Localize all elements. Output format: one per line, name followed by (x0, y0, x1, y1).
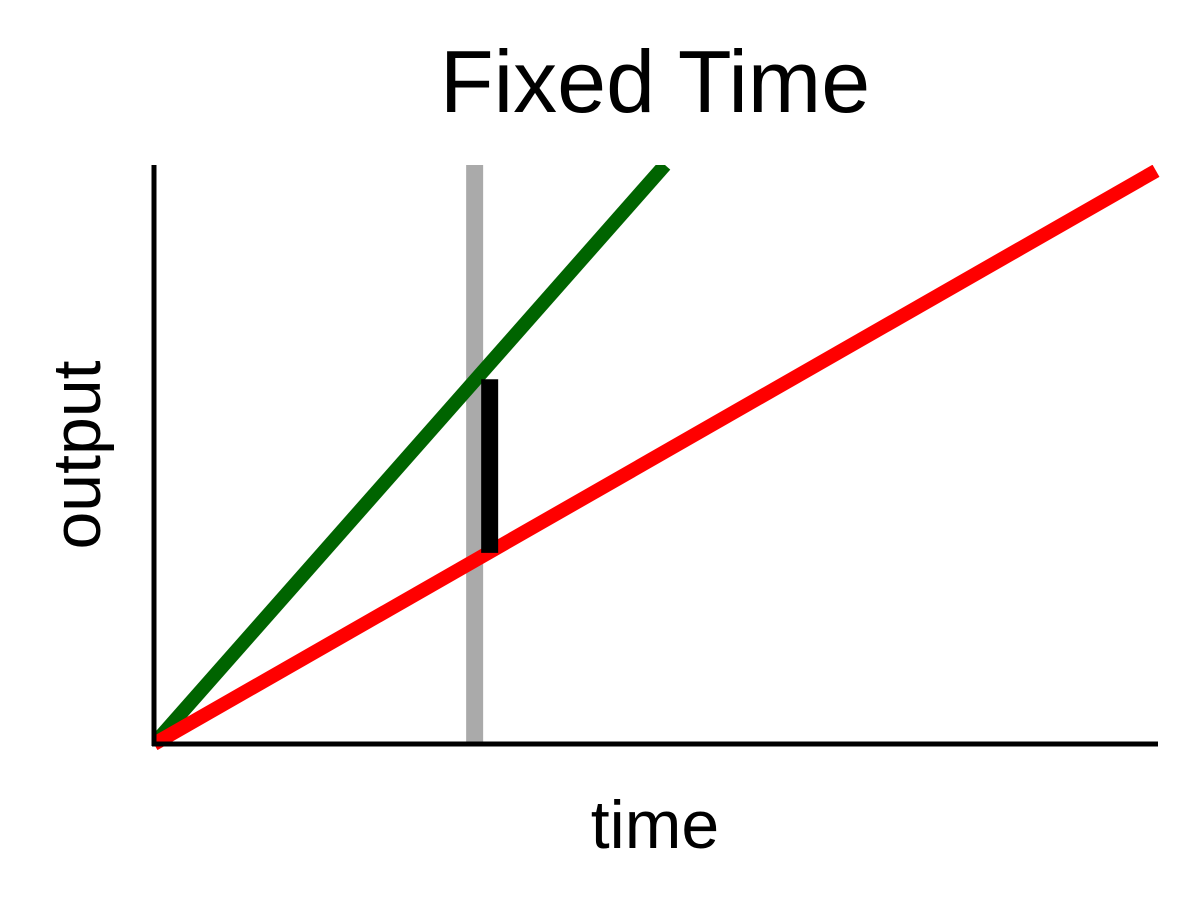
series-line-2 (154, 165, 1160, 750)
y-axis-label: output (39, 360, 115, 549)
series-line-1 (154, 165, 671, 749)
x-axis-label: time (591, 787, 719, 863)
plot-area (154, 165, 1160, 750)
chart-title: Fixed Time (440, 32, 870, 131)
